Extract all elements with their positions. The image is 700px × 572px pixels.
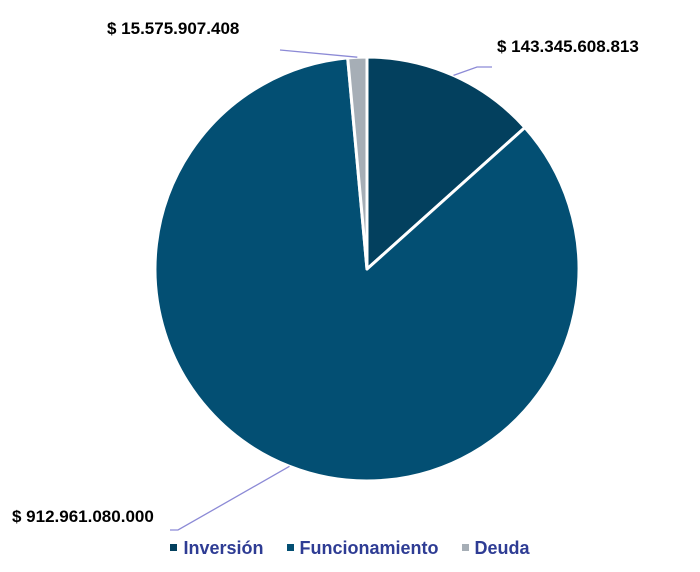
leader-line-inversion [453, 66, 492, 77]
legend-swatch-deuda [461, 543, 469, 551]
data-label-deuda: $ 15.575.907.408 [107, 19, 239, 38]
pie-slice-deuda [346, 55, 369, 271]
legend-item-deuda: Deuda [461, 538, 530, 559]
leader-line-funcionamiento [170, 465, 290, 531]
legend-swatch-inversion [170, 543, 178, 551]
legend-swatch-funcionamiento [286, 543, 294, 551]
pie-slices [153, 55, 581, 483]
data-label-inversion: $ 143.345.608.813 [497, 37, 639, 56]
pie-slice-inversion [365, 55, 527, 271]
leader-line-deuda [279, 49, 358, 58]
legend-item-inversion: Inversión [170, 538, 263, 559]
legend: Inversión Funcionamiento Deuda [0, 538, 700, 559]
leader-lines [170, 49, 492, 531]
legend-label-inversion: Inversión [183, 538, 264, 558]
legend-label-deuda: Deuda [474, 538, 530, 558]
legend-item-funcionamiento: Funcionamiento [286, 538, 439, 559]
legend-label-funcionamiento: Funcionamiento [299, 538, 439, 558]
data-label-funcionamiento: $ 912.961.080.000 [12, 507, 154, 526]
